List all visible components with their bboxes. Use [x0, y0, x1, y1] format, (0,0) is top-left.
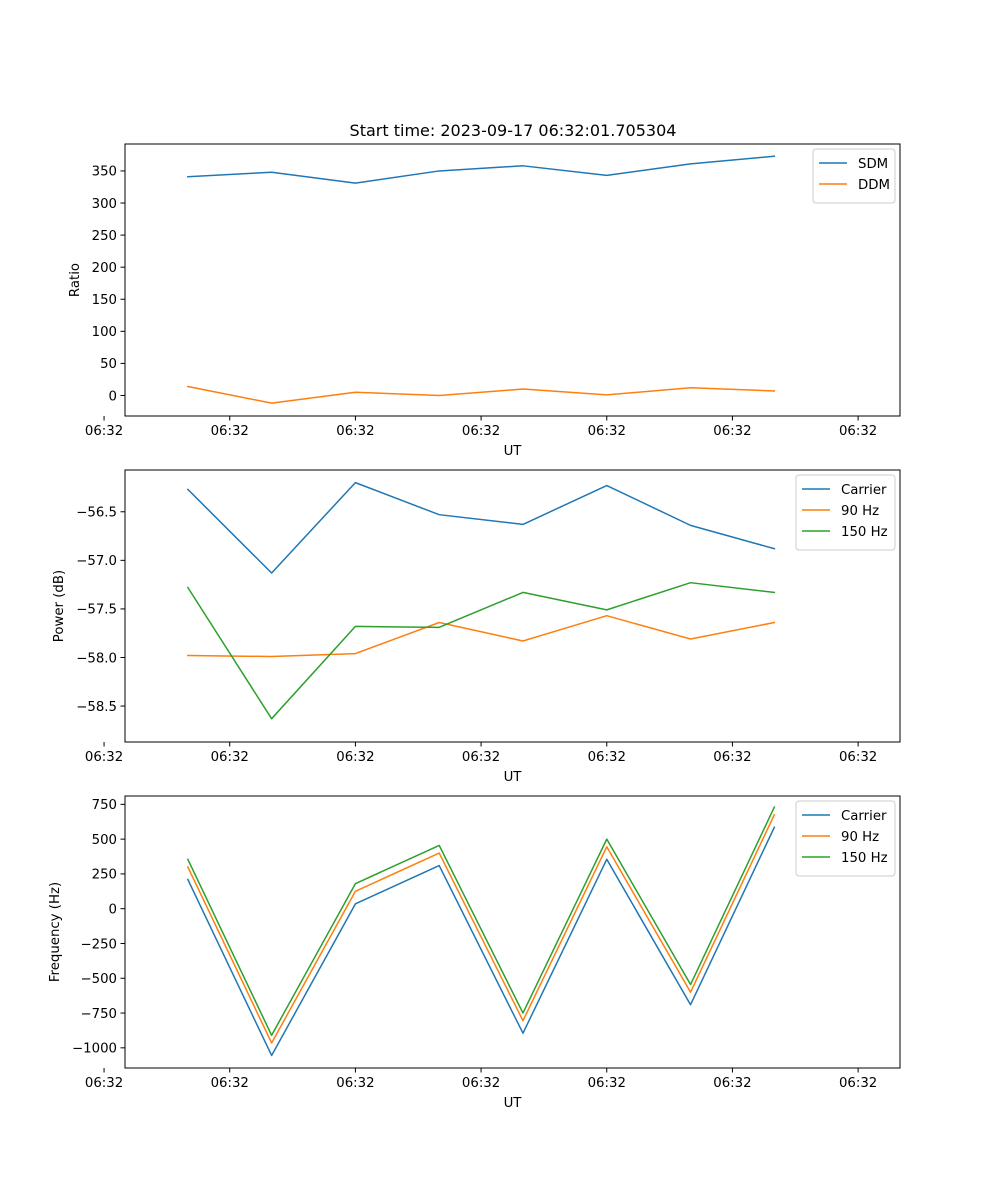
x-tick-label: 06:32	[713, 1076, 751, 1091]
x-tick-label: 06:32	[462, 750, 500, 765]
y-tick-label: 150	[92, 293, 117, 308]
x-tick-label: 06:32	[588, 1076, 626, 1091]
series-line-150-hz	[186, 581, 776, 720]
x-tick-label: 06:32	[713, 750, 751, 765]
x-tick-label: 06:32	[211, 1076, 249, 1091]
legend: Carrier 90 Hz 150 Hz	[795, 800, 896, 877]
x-tick-label: 06:32	[839, 424, 877, 439]
y-tick-label: 500	[92, 833, 117, 848]
legend-label: 90 Hz	[841, 830, 879, 845]
series-line-150-hz	[186, 806, 776, 1037]
y-tick-label: −1000	[72, 1042, 117, 1057]
series-line-90-hz	[187, 614, 776, 658]
x-tick-label: 06:32	[85, 424, 123, 439]
y-tick-label: −57.5	[76, 603, 117, 618]
y-tick-label: 100	[92, 325, 117, 340]
y-tick-label: 250	[92, 229, 117, 244]
y-tick-label: 50	[100, 357, 117, 372]
x-tick-label: 06:32	[839, 750, 877, 765]
y-tick-label: −500	[80, 972, 117, 987]
x-tick-label: 06:32	[839, 1076, 877, 1091]
series-line-carrier	[186, 481, 776, 574]
x-tick-label: 06:32	[211, 750, 249, 765]
x-tick-label: 06:32	[336, 750, 374, 765]
x-tick-label: 06:32	[588, 750, 626, 765]
legend: SDM DDM	[812, 148, 896, 204]
chart-panel-3: 06:32 06:32 06:32 06:32 06:32 06:32 06:32 −1000…	[48, 795, 901, 1111]
x-axis-label: UT	[504, 770, 523, 785]
x-tick-label: 06:32	[588, 424, 626, 439]
legend-label: Carrier	[841, 809, 887, 824]
legend-label: SDM	[858, 157, 888, 172]
charts-container: 06:32 06:32 06:32 06:32 06:32 06:32 06:32 0 50 10…	[48, 143, 901, 1111]
y-tick-label: 200	[92, 261, 117, 276]
x-tick-label: 06:32	[336, 424, 374, 439]
y-tick-label: −56.5	[76, 506, 117, 521]
x-tick-label: 06:32	[211, 424, 249, 439]
series-line-90-hz	[186, 813, 776, 1044]
x-tick-label: 06:32	[713, 424, 751, 439]
y-tick-label: 300	[92, 197, 117, 212]
axes-frame	[124, 795, 901, 1069]
series-line-ddm	[186, 385, 776, 404]
y-tick-label: 750	[92, 798, 117, 813]
y-tick-label: −58.0	[76, 651, 117, 666]
y-tick-label: 350	[92, 165, 117, 180]
legend-label: 150 Hz	[841, 525, 888, 540]
x-tick-label: 06:32	[462, 424, 500, 439]
x-axis-label: UT	[504, 1096, 523, 1111]
y-tick-label: 0	[109, 389, 117, 404]
x-axis-label: UT	[504, 444, 523, 459]
legend-label: DDM	[858, 178, 890, 193]
y-axis-label: Ratio	[68, 263, 83, 297]
y-tick-label: −750	[80, 1007, 117, 1022]
x-tick-label: 06:32	[336, 1076, 374, 1091]
y-axis-label: Frequency (Hz)	[48, 882, 63, 982]
axes-frame	[124, 469, 901, 743]
x-tick-label: 06:32	[85, 1076, 123, 1091]
chart-panel-1: 06:32 06:32 06:32 06:32 06:32 06:32 06:32 0 50 10…	[68, 143, 901, 459]
y-tick-label: 0	[109, 902, 117, 917]
y-tick-label: −250	[80, 937, 117, 952]
x-tick-label: 06:32	[85, 750, 123, 765]
y-axis-label: Power (dB)	[52, 570, 67, 642]
y-tick-label: −58.5	[76, 700, 117, 715]
legend-label: 90 Hz	[841, 504, 879, 519]
axes-frame	[124, 143, 901, 417]
y-tick-label: 250	[92, 868, 117, 883]
chart-panel-2: 06:32 06:32 06:32 06:32 06:32 06:32 06:32 −58.5…	[52, 469, 901, 785]
legend-label: 150 Hz	[841, 851, 888, 866]
figure-title: Start time: 2023-09-17 06:32:01.705304	[350, 121, 677, 140]
legend-label: Carrier	[841, 483, 887, 498]
legend: Carrier 90 Hz 150 Hz	[795, 474, 896, 551]
series-line-sdm	[187, 155, 776, 184]
series-line-carrier	[186, 826, 776, 1057]
x-tick-label: 06:32	[462, 1076, 500, 1091]
y-tick-label: −57.0	[76, 554, 117, 569]
